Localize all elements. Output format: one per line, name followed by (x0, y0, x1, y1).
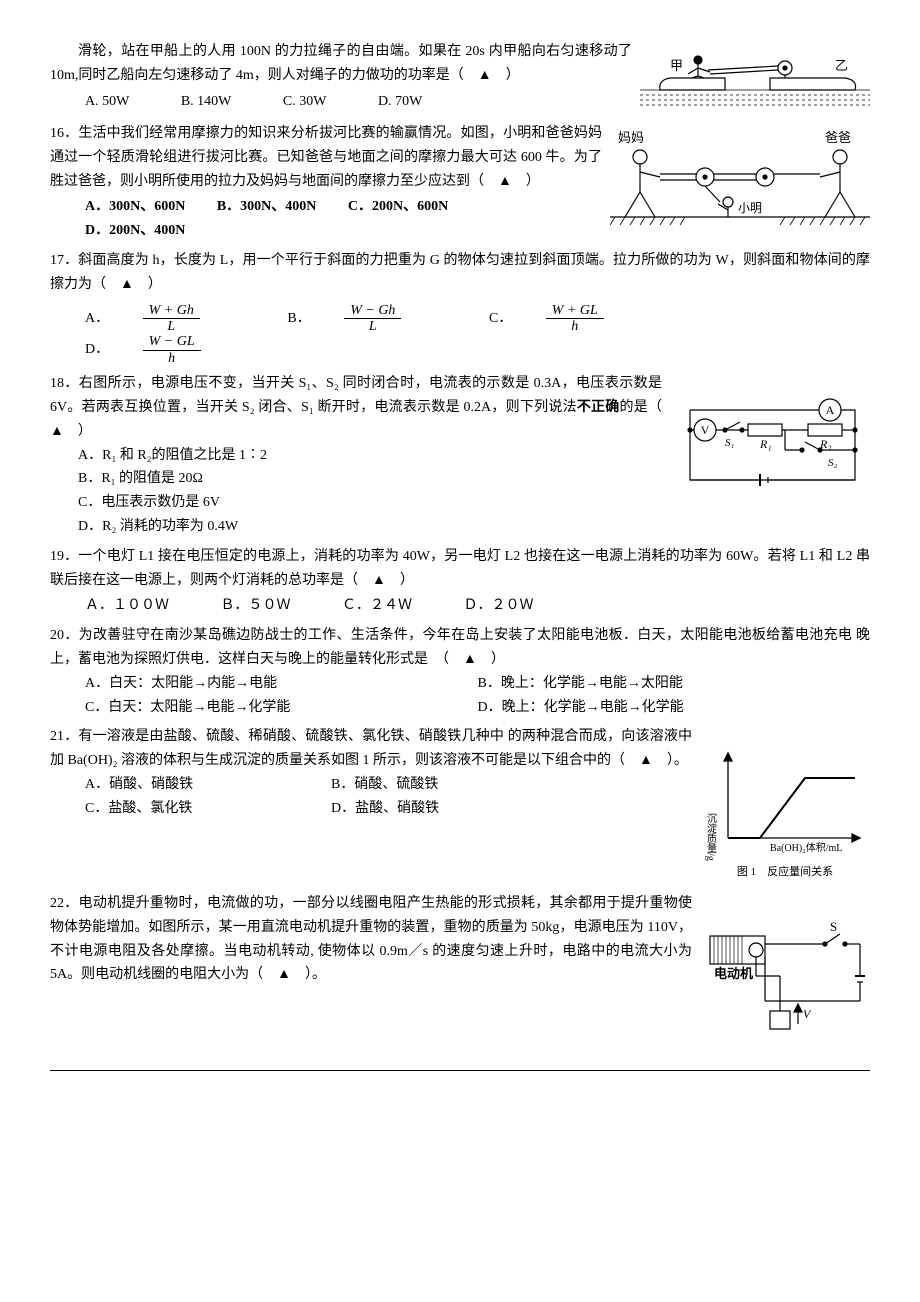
q17-optA: A． W + GhL (85, 303, 256, 335)
label-S2: S₂ (828, 457, 838, 469)
q20-optA: A．白天：太阳能→内能→电能 (85, 672, 478, 696)
precipitate-graph: 沉淀质量/g Ba(OH)₂体积/mL (700, 743, 870, 863)
q21-optA: A．硝酸、硝酸铁 (85, 773, 331, 797)
q19-stem: 19．一个电灯 L1 接在电压恒定的电源上，消耗的功率为 40W，另一电灯 L2… (50, 545, 870, 593)
label-kid: 小明 (738, 201, 762, 215)
q21-caption: 图 1 反应量间关系 (700, 863, 870, 882)
label-R1: R₁ (759, 437, 772, 451)
q15-diagram: 甲 乙 (640, 40, 870, 112)
label-dad: 爸爸 (825, 130, 851, 145)
q16-optA: A．300N、600N (85, 195, 185, 219)
label-right: 乙 (835, 58, 848, 73)
q19-num: 19． (50, 549, 78, 564)
question-20: 20．为改善驻守在南沙某岛礁边防战士的工作、生活条件，今年在岛上安装了太阳能电池… (50, 624, 870, 719)
q19-optA: Ａ．１００Ｗ (85, 594, 169, 618)
q18-optD: D．R₂ 消耗的功率为 0.4W (78, 515, 870, 539)
q17-optD: D． W − GLh (85, 334, 257, 366)
q20-stem: 20．为改善驻守在南沙某岛礁边防战士的工作、生活条件，今年在岛上安装了太阳能电池… (50, 624, 870, 672)
q16-optC: C．200N、600N (348, 195, 448, 219)
ylabel: 沉淀质量/g (705, 812, 717, 861)
xlabel: Ba(OH)₂体积/mL (770, 842, 842, 854)
tug-of-war-diagram: 妈妈 爸爸 小明 (610, 122, 870, 232)
q17-options: A． W + GhL B． W − GhL C． W + GLh D． W − … (85, 303, 870, 367)
q15-optB: B. 140W (181, 90, 232, 114)
q21-optC: C．盐酸、氯化铁 (85, 797, 331, 821)
q17-stem: 17．斜面高度为 h，长度为 L，用一个平行于斜面的力把重为 G 的物体匀速拉到… (50, 249, 870, 297)
question-21: 沉淀质量/g Ba(OH)₂体积/mL 图 1 反应量间关系 21．有一溶液是由… (50, 725, 870, 886)
question-18: A V R₁ R₂ S₁ S₂ 18．右图所示，电源电压不变，当开关 S₁、S₂… (50, 372, 870, 539)
q18-diagram: A V R₁ R₂ S₁ S₂ (670, 390, 870, 500)
q19-optB: Ｂ．５０Ｗ (221, 594, 291, 618)
q17-num: 17． (50, 253, 78, 268)
question-17: 17．斜面高度为 h，长度为 L，用一个平行于斜面的力把重为 G 的物体匀速拉到… (50, 249, 870, 366)
q21-diagram: 沉淀质量/g Ba(OH)₂体积/mL 图 1 反应量间关系 (700, 743, 870, 882)
q16-optD: D．200N、400N (85, 219, 185, 243)
label-S1: S₁ (725, 437, 735, 449)
q15-optA: A. 50W (85, 90, 129, 114)
q20-num: 20． (50, 628, 79, 643)
motor-diagram: S 电动机 V (700, 906, 870, 1036)
q19-optC: Ｃ．２４Ｗ (342, 594, 412, 618)
label-S: S (830, 919, 837, 934)
q22-num: 22． (50, 896, 79, 911)
label-left: 甲 (670, 58, 683, 73)
q20-optC: C．白天：太阳能→电能→化学能 (85, 696, 478, 720)
q21-optD: D．盐酸、硝酸铁 (331, 797, 577, 821)
q16-num: 16． (50, 126, 78, 141)
label-V: V (803, 1007, 812, 1021)
q19-optD: Ｄ．２０Ｗ (464, 594, 534, 618)
question-16: 妈妈 爸爸 小明 16．生活中我们经常用摩擦力的知识来分析拔河比赛的输赢情况。如… (50, 122, 870, 243)
q20-optD: D．晚上：化学能→电能→化学能 (478, 696, 871, 720)
q19-options: Ａ．１００Ｗ Ｂ．５０Ｗ Ｃ．２４Ｗ Ｄ．２０Ｗ (85, 594, 870, 618)
q17-optC: C． W + GLh (489, 303, 660, 335)
q22-diagram: S 电动机 V (700, 906, 870, 1036)
q21-optB: B．硝酸、硫酸铁 (331, 773, 577, 797)
question-22: S 电动机 V 22．电动机提升重物时，电流做的功，一部分以线圈电阻产生热能的形… (50, 892, 870, 1040)
q20-optB: B．晚上：化学能→电能→太阳能 (478, 672, 871, 696)
circuit-diagram: A V R₁ R₂ S₁ S₂ (670, 390, 870, 500)
page-footer-rule (50, 1070, 870, 1071)
label-R2: R₂ (819, 437, 832, 451)
q21-num: 21． (50, 729, 78, 744)
q15-optC: C. 30W (283, 90, 327, 114)
label-V: V (701, 423, 710, 437)
q21-options: A．硝酸、硝酸铁 B．硝酸、硫酸铁 C．盐酸、氯化铁 D．盐酸、硝酸铁 (85, 773, 577, 821)
q16-diagram: 妈妈 爸爸 小明 (610, 122, 870, 232)
boat-pulley-diagram: 甲 乙 (640, 40, 870, 112)
q16-optB: B．300N、400N (217, 195, 317, 219)
q15-optD: D. 70W (378, 90, 422, 114)
label-A: A (826, 403, 835, 417)
q20-options: A．白天：太阳能→内能→电能 B．晚上：化学能→电能→太阳能 C．白天：太阳能→… (85, 672, 870, 720)
question-19: 19．一个电灯 L1 接在电压恒定的电源上，消耗的功率为 40W，另一电灯 L2… (50, 545, 870, 618)
q18-num: 18． (50, 376, 79, 391)
q17-optB: B． W − GhL (287, 303, 457, 335)
label-motor: 电动机 (714, 966, 753, 981)
label-mom: 妈妈 (618, 130, 644, 145)
question-15: 甲 乙 滑轮，站在甲船上的人用 100N 的力拉绳子的自由端。如果在 20s 内… (50, 40, 870, 116)
